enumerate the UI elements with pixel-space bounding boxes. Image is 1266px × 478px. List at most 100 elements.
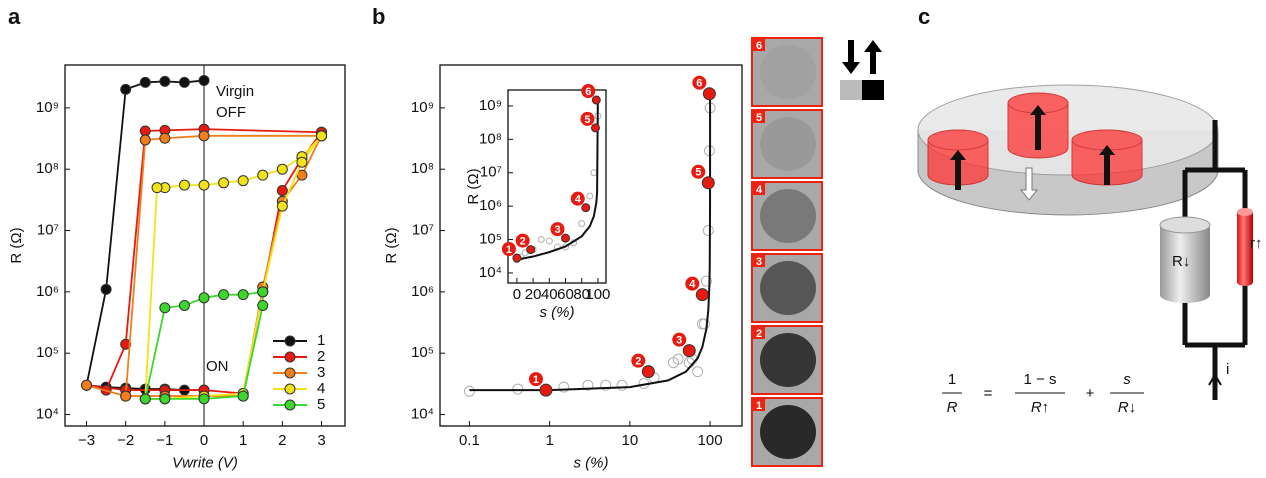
image-column: 6 5 4 3 2 1: [751, 37, 823, 467]
point-badge: [631, 353, 646, 368]
y-tick-label: 10⁷: [412, 222, 434, 239]
data-point: [198, 74, 210, 86]
y-axis-label: R (Ω): [383, 227, 400, 263]
y-tick-label: 10⁹: [36, 99, 59, 116]
data-point: [178, 76, 190, 88]
y-tick-label: 10⁸: [411, 160, 434, 177]
domain-region: [760, 261, 816, 315]
point-label: 2: [635, 356, 641, 368]
point-badge: [515, 233, 530, 248]
point-label: 6: [585, 86, 591, 98]
plot-area: [81, 74, 328, 405]
point-badge: [528, 372, 543, 387]
data-point: [198, 130, 210, 142]
equation: 1 R = 1 − s R↑ + s R↓: [942, 371, 1144, 416]
point-label: 1: [506, 244, 512, 256]
data-point: [702, 225, 714, 237]
y-tick-label: 10⁶: [411, 283, 434, 300]
device-diagram: [917, 84, 1253, 400]
y-tick-label: 10⁵: [36, 344, 59, 361]
point-label: 4: [689, 279, 696, 291]
point-badge: [685, 276, 700, 291]
badge-bg: [753, 111, 765, 123]
eq-den: R↓: [1118, 399, 1136, 416]
x-tick-label: −2: [117, 432, 134, 449]
data-point: [120, 390, 132, 402]
data-point: [463, 385, 475, 397]
data-point: [237, 175, 249, 187]
legend-label: 2: [317, 348, 325, 365]
data-point: [139, 393, 151, 405]
domain-region: [760, 189, 816, 243]
point-label: 4: [575, 194, 582, 206]
legend-label: 3: [317, 364, 325, 381]
point-label: 5: [695, 167, 701, 179]
legend-marker: [284, 383, 296, 395]
data-point: [616, 379, 628, 391]
data-point: [237, 289, 249, 301]
x-tick-label: 1: [545, 432, 553, 449]
eq-sign: +: [1086, 385, 1095, 402]
badge-bg: [753, 255, 765, 267]
data-point: [178, 299, 190, 311]
data-point: [296, 156, 308, 168]
annotation: ON: [206, 358, 229, 375]
data-point: [558, 381, 570, 393]
x-tick-label: 10: [622, 432, 639, 449]
point-label: 2: [520, 236, 526, 248]
x-tick-label: 0.1: [459, 432, 480, 449]
badge-bg: [753, 327, 765, 339]
data-point: [139, 134, 151, 146]
annotation: OFF: [216, 104, 246, 121]
point-label: 1: [533, 374, 539, 386]
x-axis-label: s (%): [540, 304, 575, 321]
image-label: 4: [756, 184, 763, 196]
data-point: [526, 245, 536, 255]
y-tick-label: 10⁸: [479, 130, 502, 147]
point-badge: [581, 84, 596, 99]
point-badge: [501, 242, 516, 257]
data-point: [672, 353, 684, 365]
data-point: [120, 83, 132, 95]
data-point: [591, 95, 601, 105]
panel-label: c: [918, 4, 930, 29]
y-tick-label: 10⁶: [36, 283, 59, 300]
data-point: [701, 176, 715, 190]
data-point: [151, 182, 163, 194]
legend-marker: [284, 367, 296, 379]
x-tick-label: 60: [557, 286, 574, 303]
plot-area: [512, 95, 602, 264]
point-label: 5: [584, 114, 590, 126]
polarity-icon: [840, 40, 884, 100]
y-axis-label: R (Ω): [465, 168, 482, 204]
data-point: [316, 130, 328, 142]
data-point: [218, 289, 230, 301]
annotation: Virgin: [216, 83, 254, 100]
data-point: [586, 192, 594, 200]
data-point: [257, 286, 269, 298]
domain-region: [760, 45, 816, 99]
data-point: [581, 203, 591, 213]
plot-frame: [64, 64, 346, 427]
eq-num: 1: [948, 371, 956, 388]
point-badge: [672, 332, 687, 347]
x-axis-label: Vwrite (V): [172, 454, 238, 471]
data-point: [590, 123, 600, 133]
eq-sign: =: [984, 385, 993, 402]
legend-label: 1: [317, 332, 325, 349]
series-line: [516, 95, 599, 261]
resistor-label: r↑: [1250, 235, 1263, 252]
badge-bg: [753, 183, 765, 195]
point-badge: [692, 75, 707, 90]
image-label: 6: [756, 40, 762, 52]
data-point: [512, 253, 522, 263]
image-label: 3: [756, 256, 762, 268]
data-point: [81, 379, 93, 391]
data-point: [218, 177, 230, 189]
y-tick-label: 10⁴: [479, 264, 502, 281]
legend-label: 5: [317, 396, 325, 413]
data-point: [539, 383, 553, 397]
data-point: [257, 169, 269, 181]
x-axis-label: s (%): [574, 454, 609, 471]
